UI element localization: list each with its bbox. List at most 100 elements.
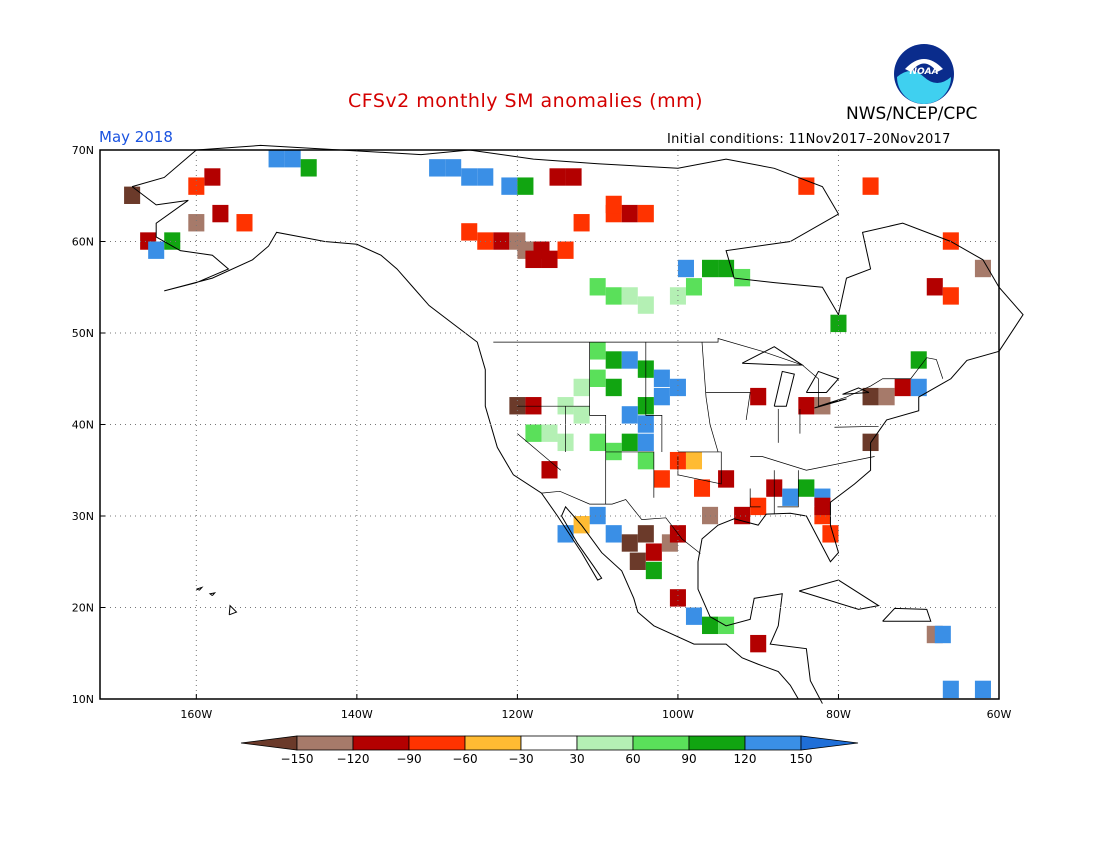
anomaly-cell [501, 177, 518, 195]
anomaly-cell [637, 204, 654, 223]
colorbar-tick-label: 150 [790, 752, 813, 766]
anomaly-cell [629, 552, 646, 570]
coastline [131, 144, 1024, 704]
anomaly-cell [589, 369, 606, 387]
colorbar-segment [744, 735, 802, 751]
anomaly-cell [653, 387, 670, 406]
anomaly-cell [573, 214, 590, 232]
anomaly-cell [573, 378, 590, 397]
anomaly-cell [164, 232, 181, 250]
colorbar-tick-label: 30 [569, 752, 584, 766]
initial-conditions-label: Initial conditions: 11Nov2017–20Nov2017 [667, 132, 951, 147]
valid-month-label: May 2018 [99, 128, 173, 146]
latitude-tick-label: 40N [72, 419, 94, 432]
coastline-feature [814, 398, 847, 409]
anomaly-cell [461, 223, 478, 241]
anomaly-cell [734, 268, 751, 287]
anomaly-cell [493, 232, 510, 250]
anomaly-cell [445, 159, 462, 177]
anomaly-cell [557, 241, 574, 259]
longitude-tick-label: 100W [662, 708, 694, 721]
colorbar-tick-label: −90 [396, 752, 421, 766]
longitude-tick-label: 60W [987, 708, 1012, 721]
anomaly-cell [814, 497, 831, 516]
longitude-tick-label: 120W [501, 708, 533, 721]
anomaly-cell [750, 634, 767, 653]
political-border [834, 425, 879, 428]
anomaly-cell [541, 250, 558, 269]
anomaly-cell [212, 204, 229, 223]
political-border [750, 456, 875, 471]
coastline-feature [228, 604, 238, 616]
anomaly-cell [589, 278, 606, 296]
anomaly-cell [822, 525, 839, 543]
colorbar-segment [688, 735, 746, 751]
colorbar-tick-label: 120 [734, 752, 757, 766]
anomaly-cell [637, 525, 654, 543]
anomaly-cell [525, 397, 542, 415]
latitude-tick-label: 20N [72, 602, 94, 615]
anomaly-cell [204, 168, 221, 186]
anomaly-cell [926, 278, 943, 296]
anomaly-cell [718, 470, 735, 488]
anomaly-cell [942, 287, 959, 305]
coastline-feature [773, 370, 795, 407]
anomaly-cell [637, 451, 654, 470]
anomaly-cell [798, 479, 815, 497]
anomaly-cell [284, 150, 301, 168]
anomaly-cell [605, 525, 622, 543]
anomaly-cell [621, 534, 638, 552]
latitude-tick-label: 50N [72, 327, 94, 340]
anomaly-cell [878, 387, 895, 406]
anomaly-cell [621, 406, 638, 424]
anomaly-cell [268, 150, 285, 168]
political-border [701, 342, 719, 453]
anomaly-cell [685, 607, 703, 625]
political-border [749, 488, 761, 508]
anomaly-cell [573, 406, 590, 424]
anomaly-cell [557, 397, 574, 415]
anomaly-cell [645, 543, 662, 561]
colorbar-segment [352, 735, 410, 751]
anomaly-cell [429, 159, 446, 177]
anomaly-cell [645, 561, 662, 580]
map-title: CFSv2 monthly SM anomalies (mm) [348, 90, 704, 112]
anomaly-cell [549, 168, 566, 186]
anomaly-cell [525, 250, 542, 269]
political-border [589, 342, 655, 498]
colorbar-segment [296, 735, 354, 751]
colorbar-right-arrow [800, 735, 859, 751]
anomaly-cell [934, 625, 951, 644]
anomaly-cell [525, 424, 542, 442]
anomaly-cell [653, 369, 670, 387]
political-border [541, 490, 701, 554]
coastline-feature [805, 370, 840, 393]
anomaly-cell [910, 378, 927, 397]
anomaly-cell [637, 296, 654, 314]
longitude-tick-label: 160W [180, 708, 212, 721]
anomaly-cell [541, 424, 558, 442]
anomaly-cell [621, 433, 638, 452]
political-border [517, 433, 561, 471]
anomaly-cell [461, 168, 478, 186]
coastline-feature [798, 579, 880, 610]
colorbar-segment [520, 735, 578, 751]
anomaly-cell [565, 168, 582, 186]
latitude-tick-label: 30N [72, 510, 94, 523]
colorbar-segment [464, 735, 522, 751]
latitude-tick-label: 60N [72, 236, 94, 249]
anomaly-cell [300, 159, 317, 177]
anomaly-cell [862, 177, 879, 195]
anomaly-cell [605, 351, 622, 369]
anomaly-cell [605, 442, 622, 461]
anomaly-cell [621, 351, 638, 369]
colorbar-tick-label: −120 [337, 752, 370, 766]
longitude-tick-label: 80W [826, 708, 851, 721]
coastline-feature [882, 607, 932, 622]
coastline-feature [208, 592, 217, 597]
anomaly-cells [124, 150, 991, 699]
coastline-feature [842, 387, 870, 395]
anomaly-cell [894, 378, 911, 397]
colorbar-left-arrow [240, 735, 298, 751]
